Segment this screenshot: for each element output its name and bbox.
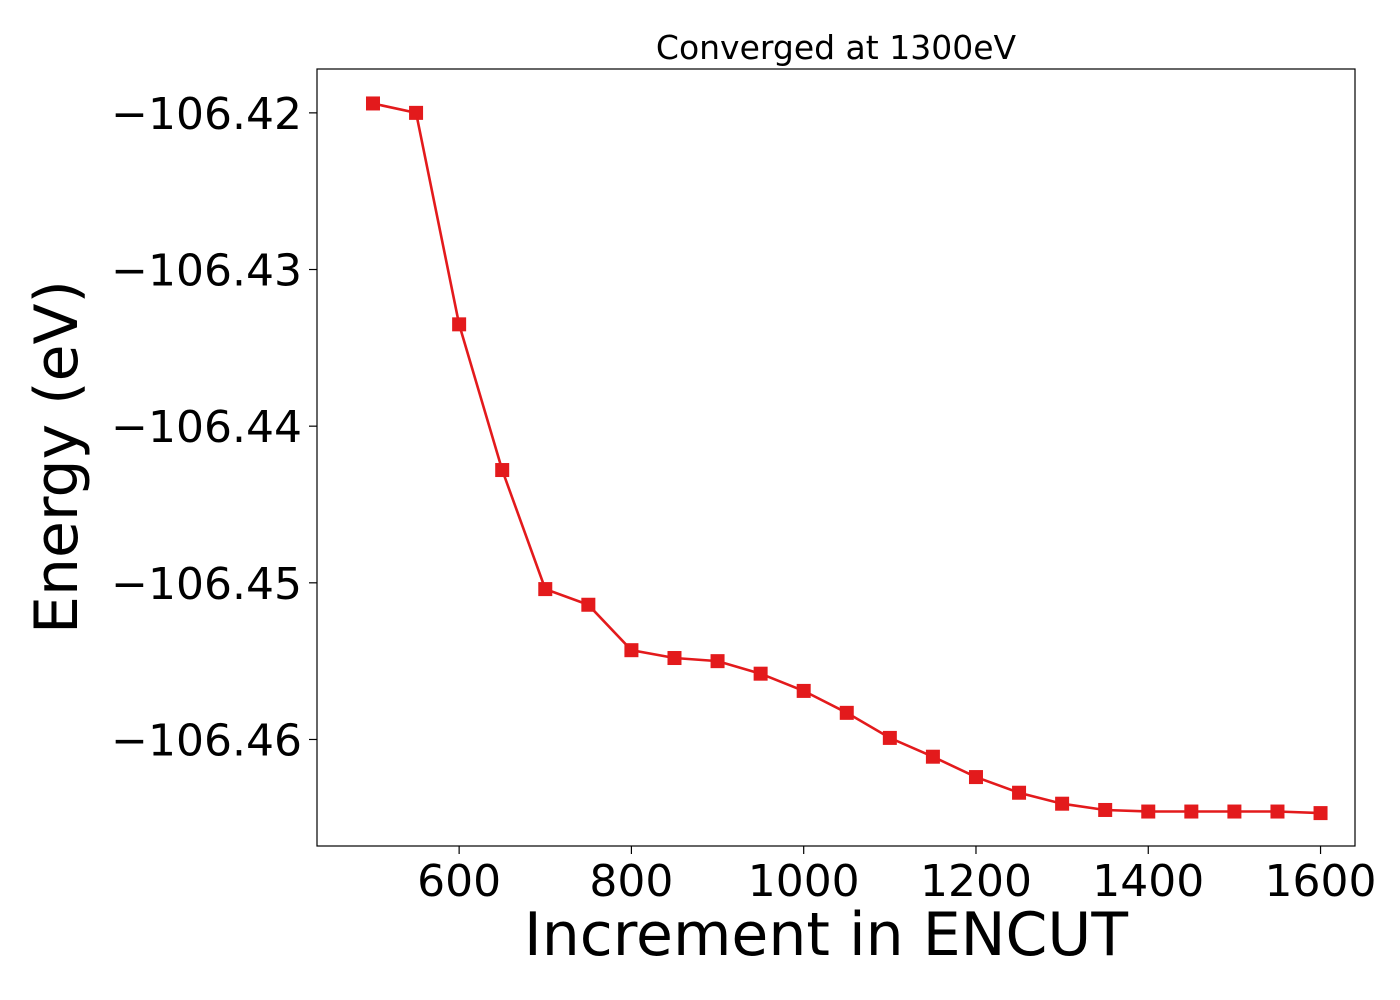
y-tick-label: −106.42: [111, 89, 302, 140]
x-axis-ticks: 600 800 1000 1200 1400 1600: [417, 846, 1377, 907]
data-point-marker: [1227, 804, 1242, 819]
data-point-marker: [1141, 804, 1156, 819]
data-point-marker: [1184, 804, 1199, 819]
x-tick-label: 800: [589, 856, 673, 907]
data-point-marker: [495, 463, 510, 478]
data-point-marker: [409, 105, 424, 120]
y-axis-label: Energy (eV): [22, 280, 92, 634]
data-point-marker: [667, 651, 682, 666]
y-tick-label: −106.44: [111, 402, 302, 453]
x-axis-label: Increment in ENCUT: [524, 900, 1128, 970]
data-point-marker: [1270, 804, 1285, 819]
y-tick-label: −106.43: [111, 246, 302, 297]
data-point-marker: [1055, 796, 1070, 811]
data-point-marker: [452, 317, 467, 332]
data-point-marker: [1313, 806, 1328, 821]
x-tick-label: 1000: [748, 856, 860, 907]
x-tick-label: 1600: [1265, 856, 1377, 907]
data-point-marker: [925, 749, 940, 764]
data-point-marker: [839, 705, 854, 720]
data-point-marker: [796, 683, 811, 698]
x-tick-label: 1200: [920, 856, 1032, 907]
x-tick-label: 1400: [1092, 856, 1204, 907]
data-point-marker: [581, 597, 596, 612]
x-tick-label: 600: [417, 856, 501, 907]
y-axis-ticks: −106.42 −106.43 −106.44 −106.45 −106.46: [111, 89, 317, 766]
y-tick-label: −106.46: [111, 715, 302, 766]
series-layer: [365, 96, 1328, 821]
data-point-marker: [538, 582, 553, 597]
data-point-marker: [753, 666, 768, 681]
data-point-marker: [710, 654, 725, 669]
data-point-marker: [365, 96, 380, 111]
data-point-marker: [1098, 802, 1113, 817]
plot-area-frame: [316, 68, 1356, 847]
data-point-marker: [1012, 785, 1027, 800]
chart-title: Converged at 1300eV: [656, 28, 1017, 67]
data-point-marker: [968, 770, 983, 785]
y-tick-label: −106.45: [111, 559, 302, 610]
data-point-marker: [882, 730, 897, 745]
data-point-marker: [624, 643, 639, 658]
